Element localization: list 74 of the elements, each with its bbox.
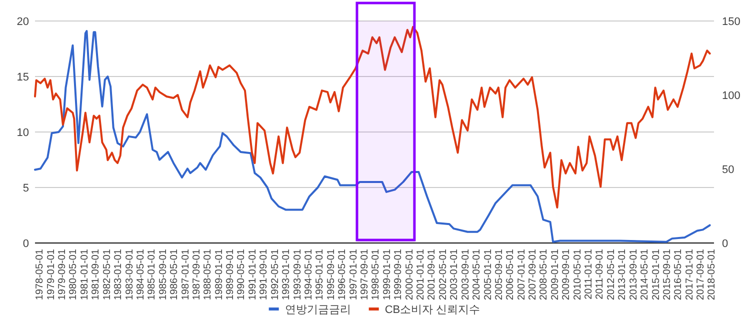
x-tick-label: 2015-01-01 bbox=[650, 248, 662, 300]
x-tick-label: 1981-09-01 bbox=[90, 248, 102, 300]
y-tick-label: 10 bbox=[16, 127, 29, 139]
y2-tick-label: 50 bbox=[722, 164, 734, 176]
x-tick-label: 1998-05-01 bbox=[370, 248, 382, 300]
y-tick-label: 5 bbox=[22, 182, 29, 194]
x-tick-label: 2017-01-01 bbox=[684, 248, 696, 300]
x-tick-label: 2001-01-01 bbox=[416, 248, 427, 300]
x-tick-label: 2002-05-01 bbox=[438, 248, 449, 300]
x-tick-label: 1996-05-01 bbox=[337, 248, 348, 300]
x-tick-label: 2001-09-01 bbox=[426, 248, 438, 300]
x-tick-label: 1979-09-01 bbox=[57, 248, 68, 300]
x-tick-label: 1995-01-01 bbox=[314, 248, 326, 300]
x-tick-label: 2008-05-01 bbox=[538, 248, 550, 300]
y2-tick-label: 150 bbox=[722, 16, 740, 28]
x-tick-label: 2007-01-01 bbox=[516, 248, 528, 300]
x-tick-label: 2005-01-01 bbox=[482, 248, 494, 300]
x-tick-label: 1986-05-01 bbox=[169, 248, 180, 300]
x-tick-label: 1980-05-01 bbox=[68, 248, 80, 300]
x-tick-label: 1993-09-01 bbox=[292, 248, 304, 300]
x-tick-label: 1988-05-01 bbox=[202, 248, 214, 300]
x-tick-label: 2016-05-01 bbox=[673, 248, 684, 300]
x-tick-label: 1985-09-01 bbox=[158, 248, 169, 300]
x-tick-label: 1983-09-01 bbox=[124, 248, 136, 300]
x-tick-label: 2003-09-01 bbox=[460, 248, 472, 300]
x-tick-label: 2012-05-01 bbox=[606, 248, 617, 300]
x-tick-label: 1989-01-01 bbox=[214, 248, 225, 300]
x-tick-label: 1997-01-01 bbox=[348, 248, 360, 300]
y-tick-label: 20 bbox=[16, 16, 29, 28]
x-tick-label: 1991-01-01 bbox=[247, 248, 258, 300]
y-tick-label: 0 bbox=[22, 238, 29, 250]
x-tick-label: 2005-09-01 bbox=[494, 248, 505, 300]
x-tick-label: 1983-01-01 bbox=[113, 248, 124, 300]
x-tick-label: 2009-09-01 bbox=[561, 248, 572, 300]
x-tick-label: 2014-05-01 bbox=[639, 248, 650, 300]
x-tick-label: 1999-09-01 bbox=[393, 248, 404, 300]
x-tick-label: 1992-05-01 bbox=[270, 248, 281, 300]
x-tick-label: 1991-09-01 bbox=[258, 248, 270, 300]
x-tick-label: 1993-01-01 bbox=[281, 248, 292, 300]
x-tick-label: 1999-01-01 bbox=[382, 248, 393, 300]
x-tick-label: 1990-05-01 bbox=[236, 248, 248, 300]
y-tick-label: 15 bbox=[16, 72, 29, 84]
x-tick-label: 2009-01-01 bbox=[550, 248, 561, 300]
x-tick-label: 1979-01-01 bbox=[46, 248, 57, 300]
y2-tick-label: 100 bbox=[722, 90, 740, 102]
x-tick-label: 2010-05-01 bbox=[572, 248, 584, 300]
x-tick-label: 1984-05-01 bbox=[135, 248, 146, 300]
x-tick-label: 2000-05-01 bbox=[404, 248, 416, 300]
x-tick-label: 2006-05-01 bbox=[505, 248, 516, 300]
x-tick-label: 2003-01-01 bbox=[449, 248, 460, 300]
x-tick-label: 2013-01-01 bbox=[617, 248, 628, 300]
y2-tick-label: 0 bbox=[722, 238, 728, 250]
x-tick-label: 1989-09-01 bbox=[225, 248, 236, 300]
x-tick-label: 1985-01-01 bbox=[146, 248, 158, 300]
x-tick-label: 1987-09-01 bbox=[191, 248, 202, 300]
legend-label: CB소비자 신뢰지수 bbox=[384, 304, 480, 316]
x-tick-label: 1987-01-01 bbox=[180, 248, 192, 300]
x-tick-label: 1995-09-01 bbox=[326, 248, 337, 300]
x-tick-label: 2015-09-01 bbox=[662, 248, 673, 300]
line-series bbox=[34, 30, 711, 243]
x-tick-label: 1997-09-01 bbox=[360, 248, 371, 300]
x-tick-label: 2011-01-01 bbox=[584, 248, 595, 300]
x-tick-label: 2018-05-01 bbox=[706, 248, 718, 300]
x-tick-label: 2007-09-01 bbox=[528, 248, 539, 300]
x-tick-label: 2011-09-01 bbox=[594, 248, 606, 300]
x-tick-label: 1994-05-01 bbox=[303, 248, 314, 300]
x-tick-label: 1978-05-01 bbox=[34, 248, 46, 300]
x-tick-label: 2004-05-01 bbox=[471, 248, 482, 300]
x-tick-label: 2013-09-01 bbox=[628, 248, 640, 300]
x-tick-label: 1982-05-01 bbox=[102, 248, 113, 300]
legend-label: 연방기금금리 bbox=[284, 304, 351, 316]
x-tick-label: 2017-09-01 bbox=[696, 248, 707, 300]
x-tick-label: 1981-01-01 bbox=[79, 248, 90, 300]
line-series bbox=[34, 26, 711, 208]
